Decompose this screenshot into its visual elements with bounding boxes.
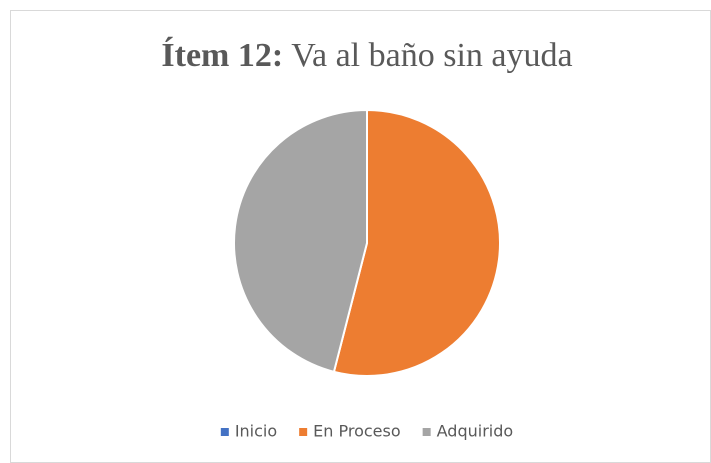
legend-label: Adquirido bbox=[437, 422, 514, 441]
legend-swatch bbox=[299, 428, 308, 436]
legend-label: En Proceso bbox=[313, 422, 400, 441]
title-rest: Va al baño sin ayuda bbox=[291, 37, 572, 74]
title-bold: Ítem 12: bbox=[161, 37, 283, 74]
legend-swatch bbox=[422, 428, 431, 436]
pie-slice bbox=[233, 108, 368, 374]
chart-title: Ítem 12: Va al baño sin ayuda bbox=[161, 37, 572, 74]
pie-slice bbox=[332, 108, 501, 377]
legend-label: Inicio bbox=[235, 422, 277, 441]
legend-swatch bbox=[220, 428, 229, 436]
